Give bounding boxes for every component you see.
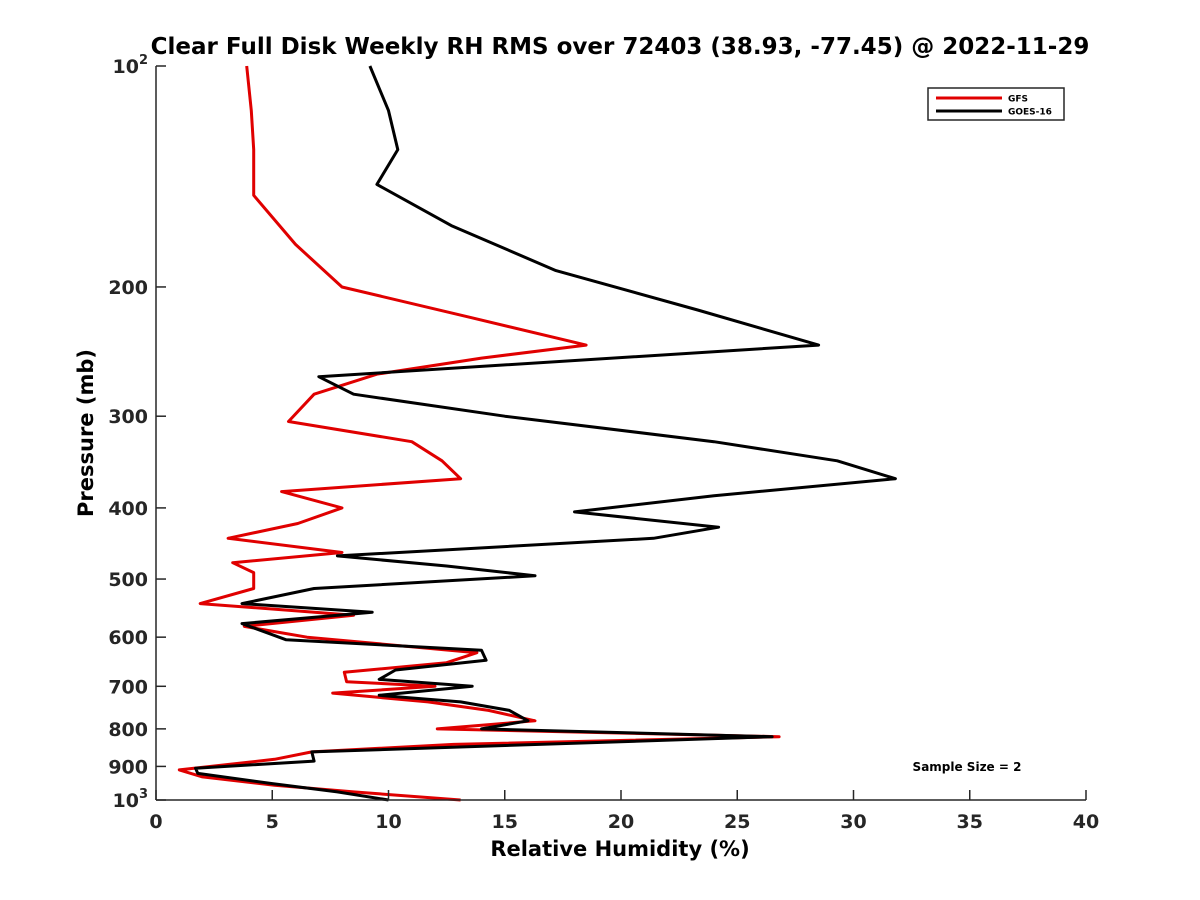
y-tick-label: 700	[108, 676, 148, 698]
y-tick-label: 500	[108, 569, 148, 591]
y-tick-label: 103	[113, 787, 149, 812]
axes-layer: 0 5 10 15 20 25 30 35 40 102 200 300 400 500 600 700 800…	[108, 53, 1099, 833]
y-tick-label: 600	[108, 627, 148, 649]
y-tick-label: 300	[108, 406, 148, 428]
y-tick-label: 200	[108, 277, 148, 299]
series-layer	[177, 65, 897, 802]
legend-label-goes-16: GOES-16	[1008, 108, 1052, 118]
x-tick-label: 40	[1073, 811, 1099, 833]
x-tick-label: 20	[608, 811, 634, 833]
x-tick-label: 0	[149, 811, 162, 833]
chart-title: Clear Full Disk Weekly RH RMS over 72403…	[151, 34, 1090, 60]
x-axis-label: Relative Humidity (%)	[490, 837, 749, 861]
x-tick-label: 10	[375, 811, 401, 833]
x-tick-label: 30	[840, 811, 866, 833]
y-tick-label: 800	[108, 719, 148, 741]
x-tick-label: 5	[266, 811, 279, 833]
y-tick-label: 102	[113, 53, 149, 78]
x-tick-label: 25	[724, 811, 750, 833]
y-axis-label: Pressure (mb)	[74, 349, 98, 517]
series-line-gfs	[177, 65, 781, 802]
y-tick-label: 400	[108, 498, 148, 520]
x-tick-label: 15	[492, 811, 518, 833]
sample-size-annotation: Sample Size = 2	[913, 760, 1022, 774]
y-tick-label: 900	[108, 756, 148, 778]
legend-label-gfs: GFS	[1008, 95, 1028, 105]
series-line-goes-16	[194, 65, 897, 802]
legend-box	[927, 87, 1065, 121]
x-tick-label: 35	[957, 811, 983, 833]
legend: GFS GOES-16	[927, 87, 1065, 121]
